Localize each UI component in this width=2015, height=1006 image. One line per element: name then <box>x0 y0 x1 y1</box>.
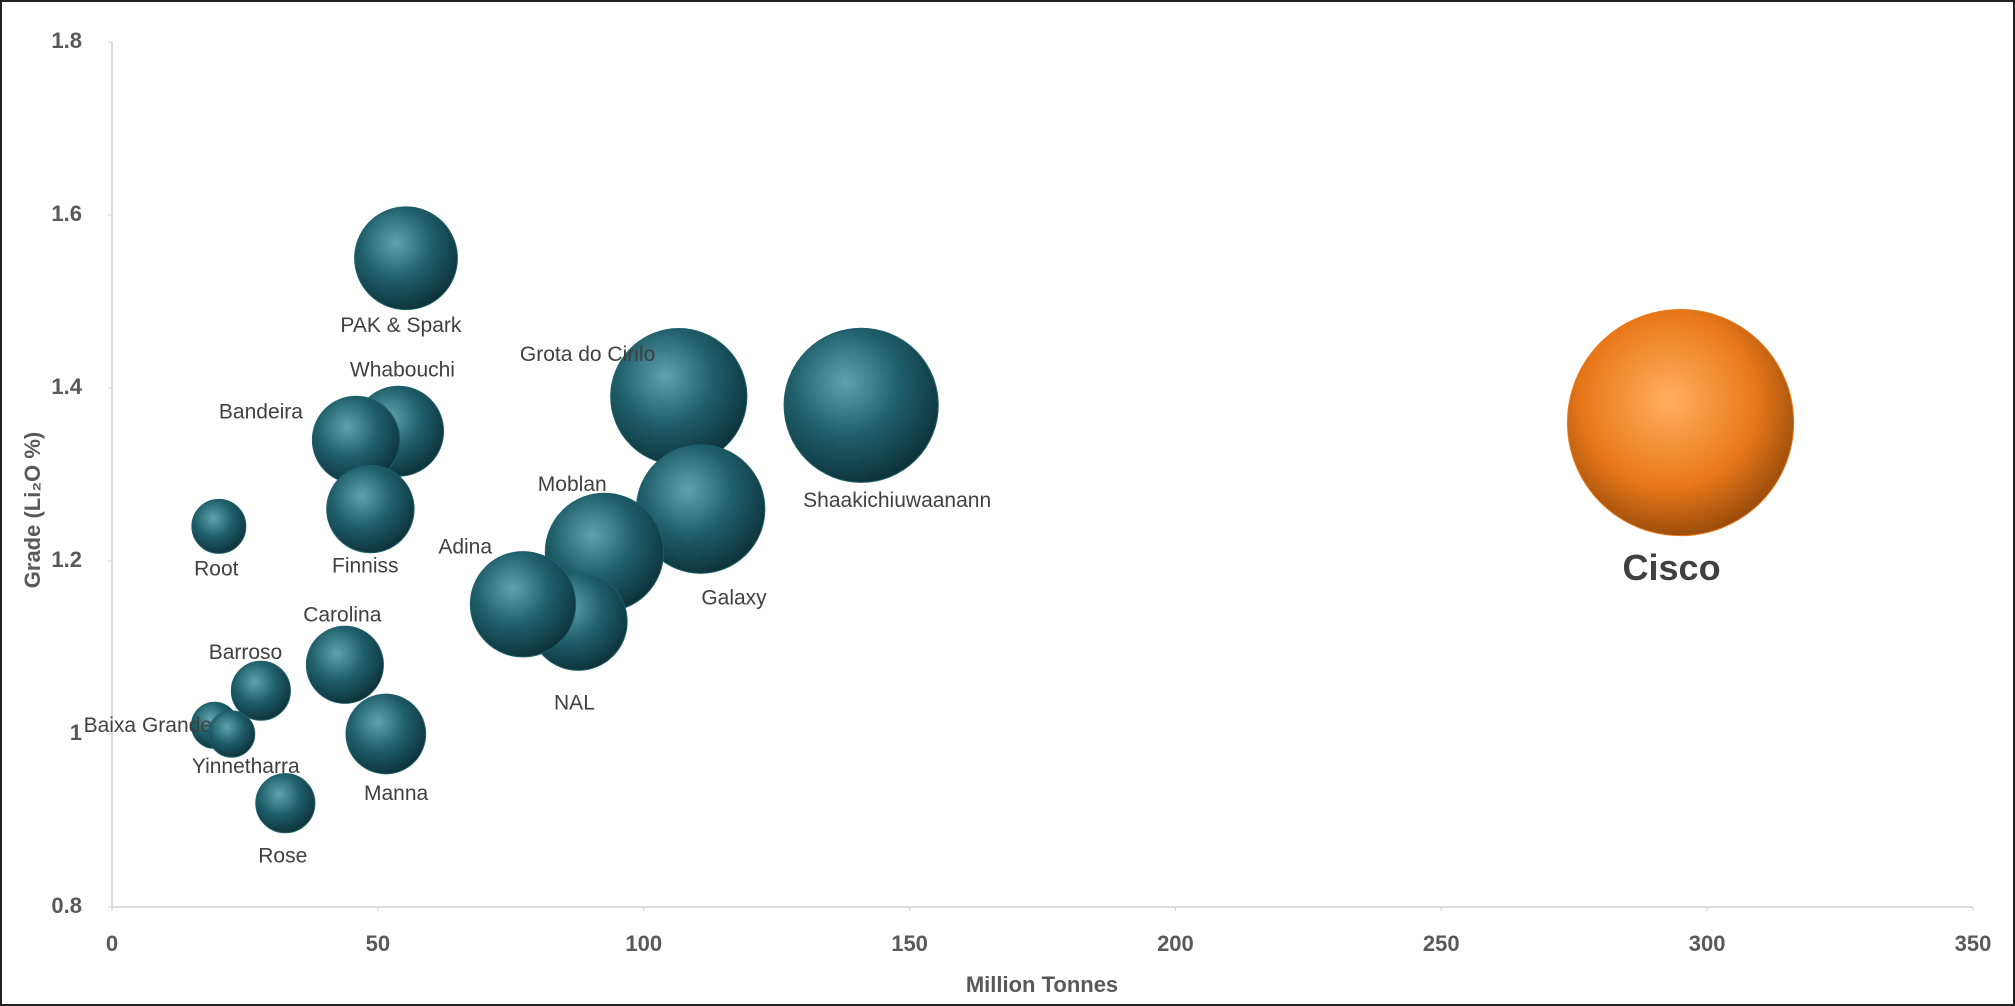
x-tick-label: 100 <box>625 931 662 956</box>
bubble <box>191 498 247 554</box>
bubble-label: Grota do Cirilo <box>520 343 655 366</box>
bubble <box>354 206 458 311</box>
x-tick-label: 200 <box>1157 931 1194 956</box>
x-tick-label: 150 <box>891 931 928 956</box>
bubble-label: PAK & Spark <box>340 314 461 337</box>
y-tick-label: 1.6 <box>51 201 82 226</box>
bubble-label: Carolina <box>303 604 382 627</box>
bubble <box>783 327 939 483</box>
bubble-label: Galaxy <box>701 587 767 610</box>
bubble-label: NAL <box>554 691 595 714</box>
bubble <box>326 464 415 554</box>
bubble-label: Cisco <box>1623 547 1721 588</box>
bubble <box>208 710 256 758</box>
y-axis-title: Grade (Li₂O %) <box>20 432 45 588</box>
bubble <box>469 551 577 658</box>
x-tick-label: 250 <box>1423 931 1460 956</box>
bubble-label: Rose <box>258 845 307 868</box>
bubble-label: Barroso <box>209 641 283 664</box>
y-tick-label: 1.4 <box>51 374 82 399</box>
x-tick-label: 350 <box>1955 931 1992 956</box>
bubble <box>1566 309 1795 537</box>
bubble-label: Baixa Grande <box>84 714 212 737</box>
y-tick-label: 1.2 <box>51 547 82 572</box>
bubble <box>255 773 316 834</box>
bubble-label: Whabouchi <box>350 358 455 381</box>
x-axis-title: Million Tonnes <box>966 972 1118 997</box>
bubble <box>305 625 384 704</box>
bubble-label: Bandeira <box>219 400 303 423</box>
x-tick-label: 300 <box>1689 931 1726 956</box>
x-tick-label: 50 <box>366 931 390 956</box>
y-tick-label: 1.8 <box>51 28 82 53</box>
bubble-label: Adina <box>438 535 492 558</box>
bubble-label: Manna <box>364 782 429 805</box>
bubble-label: Shaakichiuwaanann <box>803 489 991 512</box>
y-tick-label: 0.8 <box>51 893 82 918</box>
x-tick-label: 0 <box>106 931 118 956</box>
bubble <box>230 660 291 721</box>
bubble-label: Yinnetharra <box>192 755 300 778</box>
bubble <box>345 693 427 775</box>
y-tick-label: 1 <box>70 720 82 745</box>
bubble-label: Root <box>194 558 239 581</box>
bubble-label: Moblan <box>538 473 607 496</box>
bubble-label: Finniss <box>332 554 399 577</box>
